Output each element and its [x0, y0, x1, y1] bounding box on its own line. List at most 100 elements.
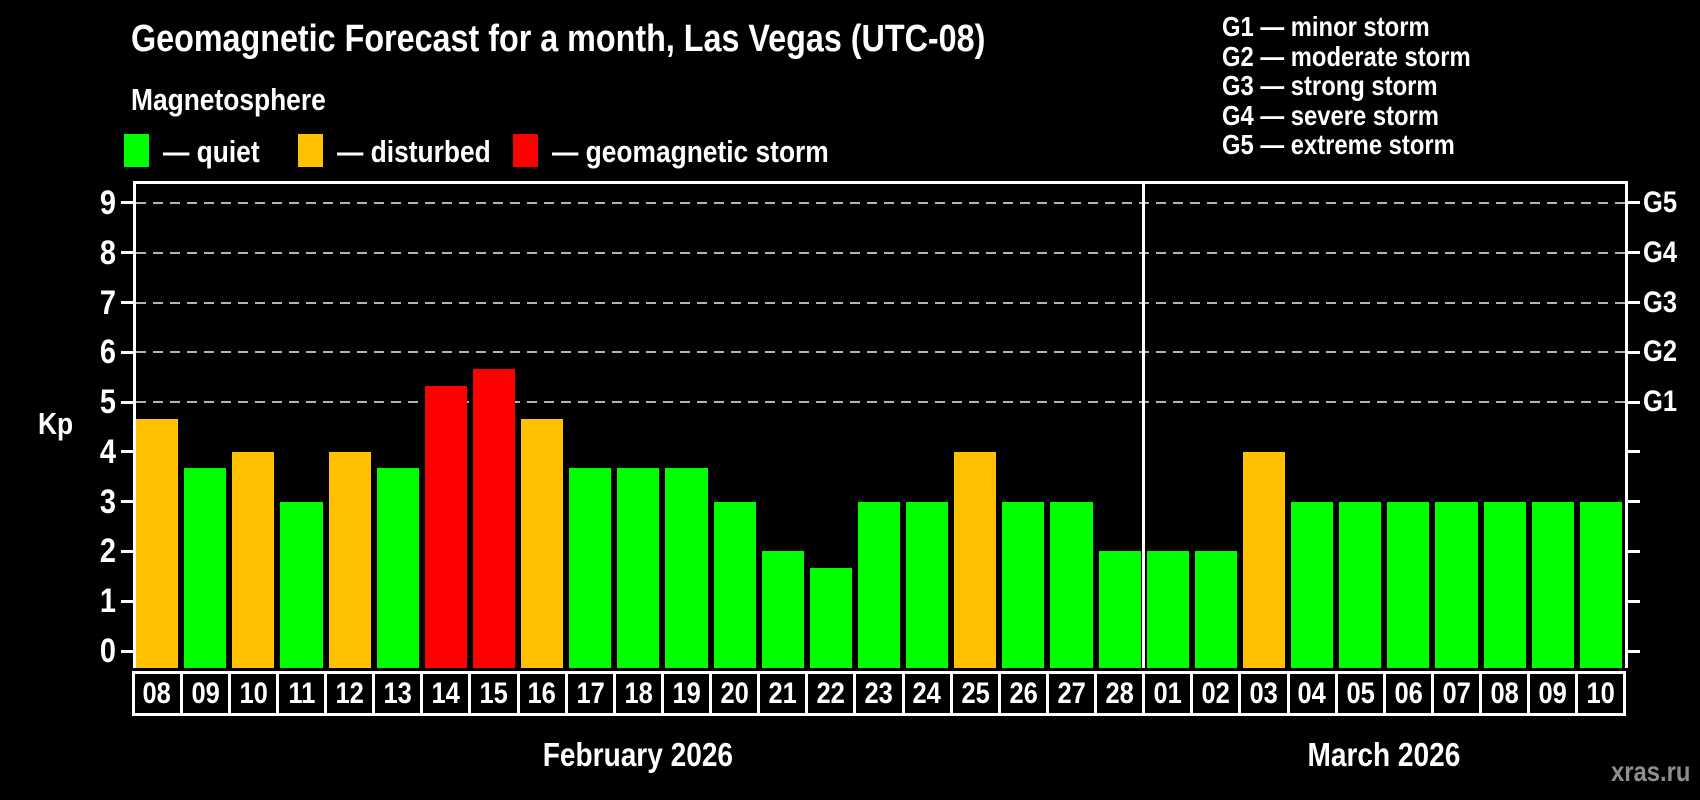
- page-title: Geomagnetic Forecast for a month, Las Ve…: [131, 18, 1136, 61]
- date-cell-text: 07: [1442, 677, 1471, 710]
- date-cell-06: 06: [1382, 671, 1434, 716]
- g-legend-line-text: G4 — severe storm: [1222, 99, 1439, 131]
- date-cell-text: 08: [1490, 677, 1519, 710]
- y-tick-label-text: 0: [99, 632, 116, 670]
- legend-label-quiet: — quiet: [163, 136, 277, 167]
- y-tick-label: 3: [38, 481, 116, 523]
- legend-label-text: — quiet: [163, 134, 260, 169]
- date-cell-21: 21: [757, 671, 809, 716]
- g-legend-line: G1 — minor storm: [1222, 12, 1515, 42]
- g-axis-label-text: G3: [1643, 285, 1678, 319]
- y-axis-tick: [121, 301, 133, 305]
- date-cell-text: 12: [335, 677, 364, 710]
- date-cell-09: 09: [179, 671, 231, 716]
- plot-border-left: [133, 181, 136, 668]
- chart-subtitle: Magnetosphere: [131, 82, 360, 118]
- kp-bar-february-16: [521, 418, 564, 668]
- kp-bar-february-12: [328, 451, 371, 668]
- g-axis-label-G3: G3: [1643, 282, 1683, 324]
- date-cell-01: 01: [1142, 671, 1194, 716]
- kp-bar-march-09: [1531, 501, 1574, 668]
- date-cell-text: 04: [1297, 677, 1327, 710]
- y-tick-label: 5: [38, 381, 116, 423]
- y-axis-tick: [121, 400, 133, 404]
- g-legend-line: G5 — extreme storm: [1222, 130, 1515, 160]
- y-tick-label: 9: [38, 182, 116, 224]
- kp-bar-march-06: [1387, 501, 1430, 668]
- legend-swatch-storm: [513, 134, 538, 167]
- month-label-march: March 2026: [1144, 736, 1625, 774]
- y-tick-label: 1: [38, 580, 116, 622]
- date-cell-text: 26: [1009, 677, 1038, 710]
- legend-label-disturbed: — disturbed: [337, 136, 518, 167]
- kp-bar-march-08: [1483, 501, 1526, 668]
- legend-label-text: — disturbed: [337, 134, 491, 169]
- y-axis-tick: [121, 500, 133, 504]
- date-cell-27: 27: [1045, 671, 1098, 716]
- g-axis-label-text: G4: [1643, 235, 1678, 269]
- plot-border-top: [133, 181, 1628, 184]
- month-label-text: February 2026: [543, 736, 734, 773]
- y-axis-tick: [121, 450, 133, 454]
- date-cell-28: 28: [1094, 671, 1146, 716]
- y-tick-label-text: 4: [99, 432, 116, 471]
- date-cell-text: 02: [1201, 677, 1231, 710]
- g-legend-line: G4 — severe storm: [1222, 101, 1515, 131]
- date-cell-08: 08: [131, 671, 183, 716]
- y-tick-label-text: 8: [99, 233, 116, 272]
- month-label-february: February 2026: [133, 736, 1144, 774]
- watermark-text: xras.ru: [1610, 756, 1690, 787]
- date-cell-19: 19: [660, 671, 713, 716]
- kp-bar-february-11: [280, 501, 323, 668]
- date-cell-25: 25: [949, 671, 1001, 716]
- y-tick-label-text: 5: [99, 383, 116, 422]
- g-legend-line-text: G2 — moderate storm: [1222, 40, 1471, 72]
- date-cell-text: 15: [479, 677, 509, 710]
- y-axis-title-text: Kp: [38, 406, 74, 441]
- date-cell-text: 20: [720, 677, 749, 710]
- g-legend-line: G2 — moderate storm: [1222, 40, 1515, 72]
- g-axis-label-text: G2: [1643, 335, 1678, 369]
- right-axis-tick: [1628, 549, 1640, 553]
- y-tick-label: 0: [38, 630, 116, 672]
- page-title-text: Geomagnetic Forecast for a month, Las Ve…: [131, 18, 986, 60]
- y-tick-label: 4: [38, 431, 116, 473]
- date-cell-text: 23: [864, 677, 894, 710]
- kp-bar-february-28: [1098, 551, 1141, 668]
- date-cell-12: 12: [324, 671, 376, 716]
- gridline-kp-5: [136, 401, 1625, 404]
- chart-subtitle-text: Magnetosphere: [131, 82, 326, 117]
- y-tick-label: 8: [38, 232, 116, 274]
- date-cell-10: 10: [227, 671, 279, 716]
- g-legend-line-text: G1 — minor storm: [1222, 11, 1430, 42]
- y-axis-tick: [121, 251, 133, 255]
- kp-bar-february-25: [954, 451, 997, 668]
- date-cell-text: 06: [1394, 677, 1423, 710]
- right-axis-tick: [1628, 350, 1640, 354]
- date-cell-text: 28: [1105, 677, 1134, 710]
- watermark: xras.ru: [1440, 756, 1690, 788]
- date-cell-text: 10: [239, 677, 268, 710]
- date-cell-18: 18: [612, 671, 664, 716]
- date-cell-08: 08: [1479, 671, 1531, 716]
- legend-label-storm: — geomagnetic storm: [552, 136, 878, 167]
- kp-bar-february-19: [665, 468, 708, 668]
- date-cell-05: 05: [1334, 671, 1386, 716]
- y-tick-label-text: 3: [99, 482, 116, 521]
- legend-swatch-quiet: [124, 134, 149, 167]
- month-separator: [1142, 181, 1146, 668]
- right-axis-tick: [1628, 301, 1640, 305]
- date-cell-text: 19: [672, 677, 701, 710]
- y-axis-title: Kp: [38, 406, 79, 442]
- date-cell-text: 10: [1586, 677, 1616, 710]
- date-cell-22: 22: [805, 671, 857, 716]
- date-cell-text: 25: [961, 677, 990, 710]
- legend-swatch-disturbed: [298, 134, 323, 167]
- kp-bar-february-15: [472, 368, 516, 668]
- y-tick-label: 7: [38, 282, 116, 324]
- date-cell-text: 09: [191, 677, 220, 710]
- gridline-kp-8: [136, 251, 1625, 254]
- kp-bar-february-14: [424, 385, 467, 668]
- g-axis-label-G5: G5: [1643, 182, 1683, 224]
- y-axis-tick: [121, 549, 133, 553]
